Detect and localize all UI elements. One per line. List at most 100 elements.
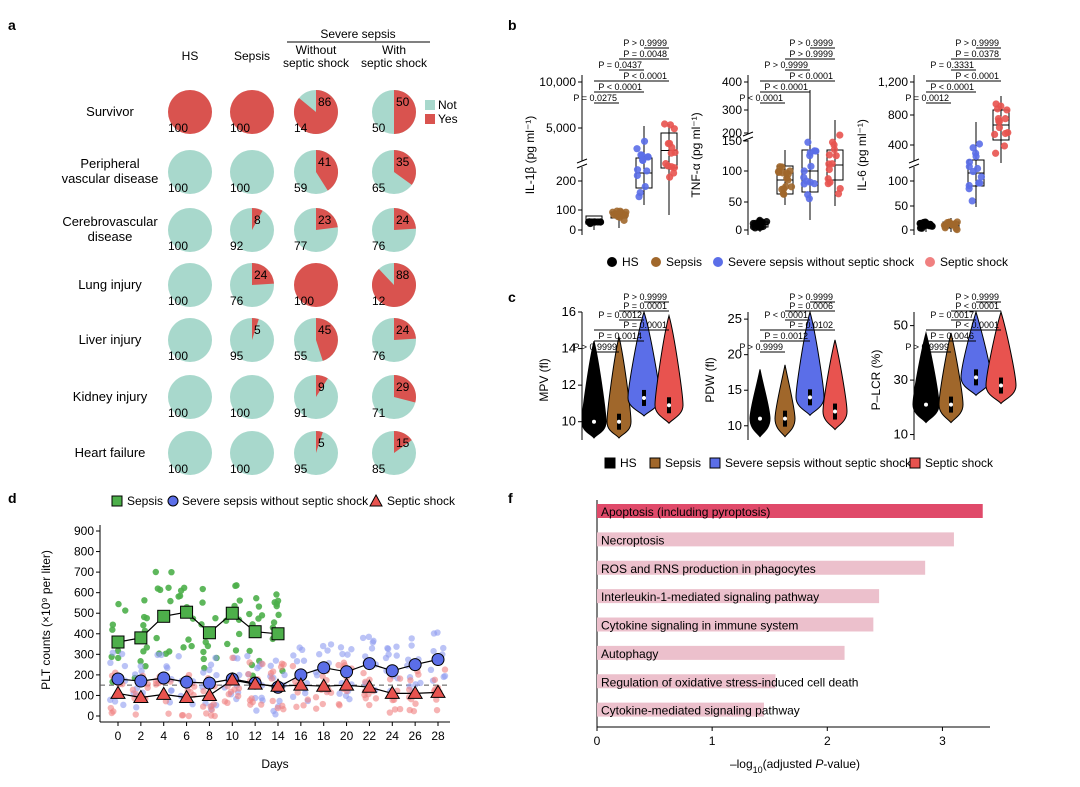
panel-label-a: a	[8, 17, 16, 33]
violin-median	[999, 383, 1003, 388]
pie-value-not: 95	[230, 349, 244, 363]
panel-label-d: d	[8, 490, 17, 506]
pie-slice-yes	[394, 90, 416, 134]
series-marker-ss	[201, 687, 218, 701]
axis-break	[744, 134, 752, 140]
pie-value-not: 12	[372, 294, 386, 308]
scatter-point	[319, 642, 327, 650]
scatter-point	[165, 710, 172, 717]
pie-slice-yes	[252, 262, 274, 285]
data-point	[596, 218, 604, 226]
data-point	[976, 179, 984, 187]
x-tick-label: 0	[594, 734, 601, 748]
pie-slice-yes	[394, 431, 412, 453]
scatter-point	[324, 647, 331, 654]
data-point	[977, 173, 985, 181]
pvalue-label: P < 0.0001	[764, 82, 808, 92]
series-marker-ss	[384, 685, 401, 699]
pie-chart: 100	[168, 318, 212, 363]
data-point	[635, 193, 643, 201]
x-tick-label: 10	[226, 729, 240, 743]
scatter-point	[153, 634, 160, 642]
pie-value-not: 100	[168, 406, 188, 420]
scatter-point	[168, 687, 175, 694]
pie-value-yes: 29	[396, 380, 410, 394]
data-point	[921, 218, 929, 226]
pie-value-not: 76	[372, 349, 386, 363]
pie-slice-yes	[316, 318, 338, 361]
data-point	[667, 149, 675, 157]
x-tick-label: 22	[363, 729, 377, 743]
data-point	[992, 149, 1000, 157]
legend-b-sepsis: Sepsis	[666, 255, 702, 269]
scatter-point	[114, 654, 122, 662]
pie-slice-not	[168, 150, 212, 194]
pie-slice-not	[168, 431, 212, 475]
pie-chart: 95 5	[230, 318, 274, 363]
scatter-point	[166, 648, 173, 655]
data-point	[800, 173, 808, 182]
scatter-point	[272, 657, 280, 664]
data-point	[784, 176, 792, 184]
scatter-point	[434, 629, 441, 636]
pie-value-yes: 100	[294, 294, 314, 308]
pie-value-not: 100	[168, 294, 188, 308]
violin-body	[627, 310, 661, 417]
legend-d: Sepsis Severe sepsis without septic shock…	[111, 493, 456, 508]
data-point	[969, 167, 977, 176]
pie-slice-yes	[168, 90, 212, 134]
pie-value-not: 59	[294, 181, 308, 195]
data-point	[969, 144, 977, 152]
scatter-point	[141, 597, 148, 604]
scatter-point	[273, 591, 280, 598]
bar	[597, 645, 845, 660]
row-label: Liver injury	[79, 332, 142, 347]
panel-f-bar-chart: 0 1 2 3 –log10(adjusted P-value) Apoptosis (i…	[594, 500, 990, 775]
pvalue-label: P > 0.9999	[789, 49, 833, 59]
scatter-point	[300, 702, 307, 709]
pie-chart: 100	[230, 431, 274, 476]
series-marker-ss	[407, 685, 424, 699]
pie-value-not: 76	[230, 294, 244, 308]
pie-value-not: 100	[230, 462, 250, 476]
axis-break-mark	[908, 163, 920, 169]
scatter-point	[207, 703, 214, 710]
x-tick-label: 14	[271, 729, 285, 743]
scatter-point	[199, 703, 207, 710]
data-point	[616, 207, 624, 215]
legend-sepsis-marker	[111, 495, 123, 507]
pie-chart: 65 35	[372, 150, 416, 195]
scatter-point	[121, 662, 129, 670]
scatter-point	[224, 640, 231, 648]
scatter-point	[168, 568, 175, 576]
violin-body	[795, 310, 825, 417]
legend-b-ss-marker	[925, 257, 935, 267]
violin-body	[749, 369, 771, 438]
bar-label: Apoptosis (including pyroptosis)	[601, 505, 770, 519]
pie-chart: 100	[230, 150, 274, 195]
scatter-point	[118, 650, 126, 658]
scatter-point	[267, 662, 274, 669]
col-header-hs: HS	[182, 49, 199, 63]
bar	[597, 589, 880, 604]
scatter-point	[300, 657, 308, 664]
scatter-point	[319, 700, 326, 708]
y-tick-label: 700	[74, 565, 94, 579]
pie-value-not: 100	[168, 239, 188, 253]
violin-median	[592, 419, 596, 424]
scatter-point	[133, 704, 140, 711]
scatter-point	[298, 646, 306, 654]
bar-label: Regulation of oxidative stress-induced c…	[601, 675, 858, 689]
data-point	[825, 165, 833, 174]
pie-chart: 100	[168, 90, 212, 135]
legend-c: HS Sepsis Severe sepsis without septic s…	[604, 456, 994, 470]
scatter-point	[164, 664, 171, 672]
x-tick-label: 2	[138, 729, 145, 743]
data-point	[825, 151, 833, 159]
y-tick-label: 25	[728, 311, 742, 326]
pvalue-label: P = 0.3331	[930, 60, 974, 70]
scatter-point	[393, 643, 400, 650]
